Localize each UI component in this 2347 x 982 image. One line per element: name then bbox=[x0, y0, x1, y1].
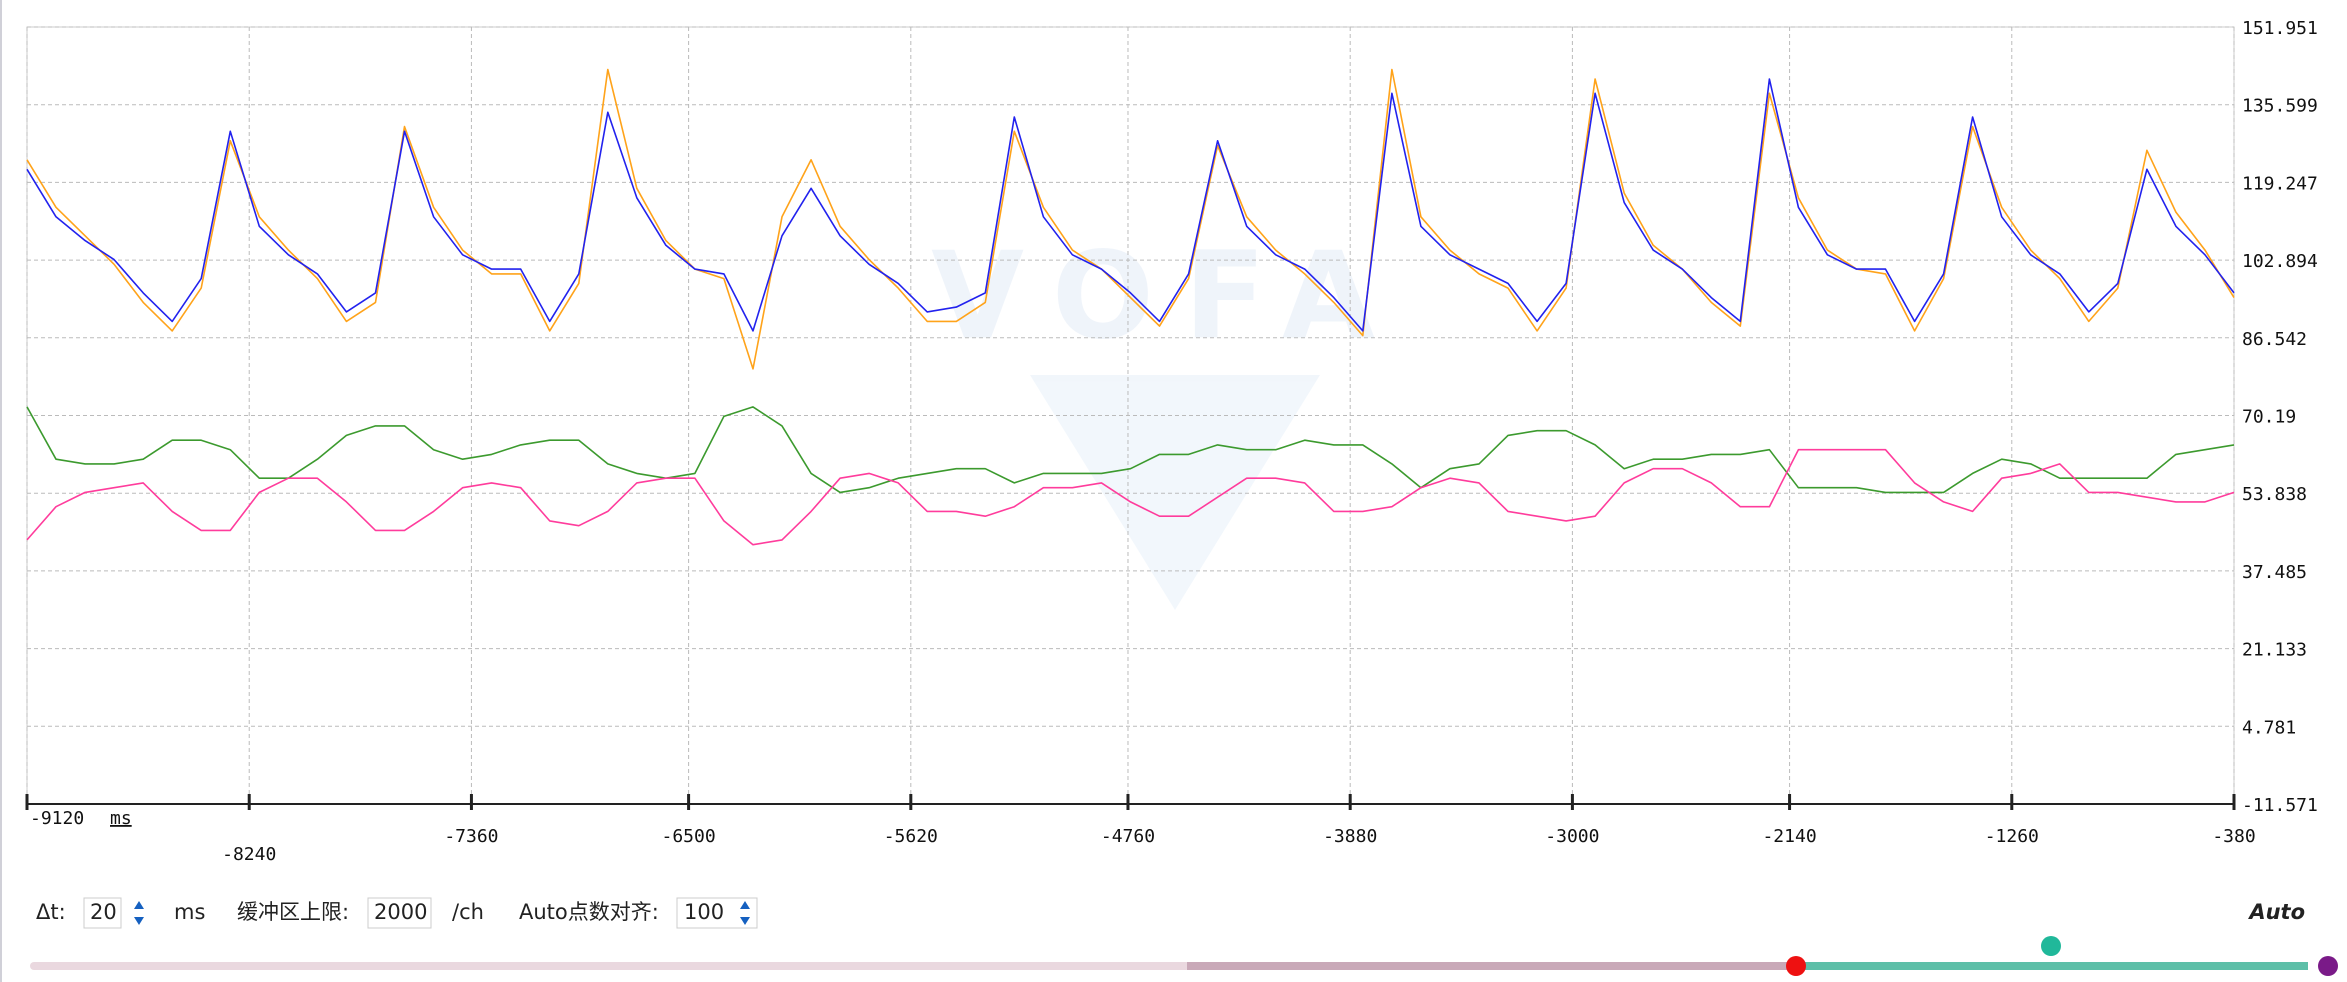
spin-down[interactable] bbox=[740, 917, 750, 925]
y-tick-label: 53.838 bbox=[2242, 484, 2307, 505]
range-slider bbox=[30, 936, 2338, 976]
series-line bbox=[26, 406, 2235, 494]
x-tick-label: -8240 bbox=[222, 844, 276, 865]
x-unit: ms bbox=[110, 808, 132, 829]
x-tick-label: -3880 bbox=[1323, 826, 1377, 847]
slider-selected bbox=[1796, 962, 2308, 970]
dt-value[interactable]: 20 bbox=[90, 900, 117, 924]
x-tick-label: -5620 bbox=[884, 826, 938, 847]
y-tick-label: 21.133 bbox=[2242, 640, 2307, 661]
dt-unit: ms bbox=[174, 900, 205, 924]
x-tick-label: -9120 bbox=[30, 808, 84, 829]
y-tick-label: 135.599 bbox=[2242, 96, 2318, 117]
y-tick-label: 151.951 bbox=[2242, 18, 2318, 39]
align-input[interactable] bbox=[676, 897, 758, 929]
y-tick-label: 102.894 bbox=[2242, 251, 2318, 272]
y-tick-label: 37.485 bbox=[2242, 562, 2307, 583]
x-tick-label: -7360 bbox=[444, 826, 498, 847]
align-value[interactable]: 100 bbox=[684, 900, 724, 924]
buffer-label: 缓冲区上限: bbox=[237, 900, 349, 924]
y-tick-label: 70.19 bbox=[2242, 407, 2296, 428]
y-tick-label: 4.781 bbox=[2242, 717, 2296, 738]
spin-up[interactable] bbox=[134, 901, 144, 909]
buffer-input[interactable] bbox=[367, 897, 432, 929]
x-tick-label: -1260 bbox=[1985, 826, 2039, 847]
series-line bbox=[26, 78, 2235, 332]
plot-area: 151.951 135.599 119.247 102.894 86.542 70.19 5… bbox=[25, 18, 2318, 865]
x-tick-label: -380 bbox=[2212, 826, 2255, 847]
series-line bbox=[26, 448, 2235, 546]
y-tick-label: 119.247 bbox=[2242, 173, 2318, 194]
slider-handle-right[interactable] bbox=[2318, 956, 2338, 976]
y-tick-label: 86.542 bbox=[2242, 329, 2307, 350]
buffer-value[interactable]: 2000 bbox=[374, 900, 427, 924]
y-tick-label: -11.571 bbox=[2242, 795, 2318, 816]
x-tick-label: -3000 bbox=[1545, 826, 1599, 847]
auto-button[interactable]: Auto bbox=[2247, 900, 2305, 924]
slider-handle-center[interactable] bbox=[2041, 936, 2061, 956]
x-tick-label: -6500 bbox=[662, 826, 716, 847]
x-tick-label: -2140 bbox=[1762, 826, 1816, 847]
spin-down[interactable] bbox=[134, 917, 144, 925]
slider-track-window bbox=[1187, 962, 1797, 970]
x-tick-label: -4760 bbox=[1101, 826, 1155, 847]
watermark-group: VOFA bbox=[931, 228, 1405, 610]
watermark-logo bbox=[1030, 375, 1320, 610]
align-label: Auto点数对齐: bbox=[519, 900, 659, 924]
slider-track bbox=[30, 962, 1190, 970]
dt-input[interactable] bbox=[83, 897, 122, 929]
control-bar: Δt: 20 ms 缓冲区上限: 2000 /ch Auto点数对齐: 100 … bbox=[36, 897, 2305, 929]
slider-handle-left[interactable] bbox=[1786, 956, 1806, 976]
dt-label: Δt: bbox=[36, 900, 66, 924]
watermark: VOFA bbox=[931, 228, 1405, 367]
spin-up[interactable] bbox=[740, 901, 750, 909]
buffer-unit: /ch bbox=[452, 900, 484, 924]
